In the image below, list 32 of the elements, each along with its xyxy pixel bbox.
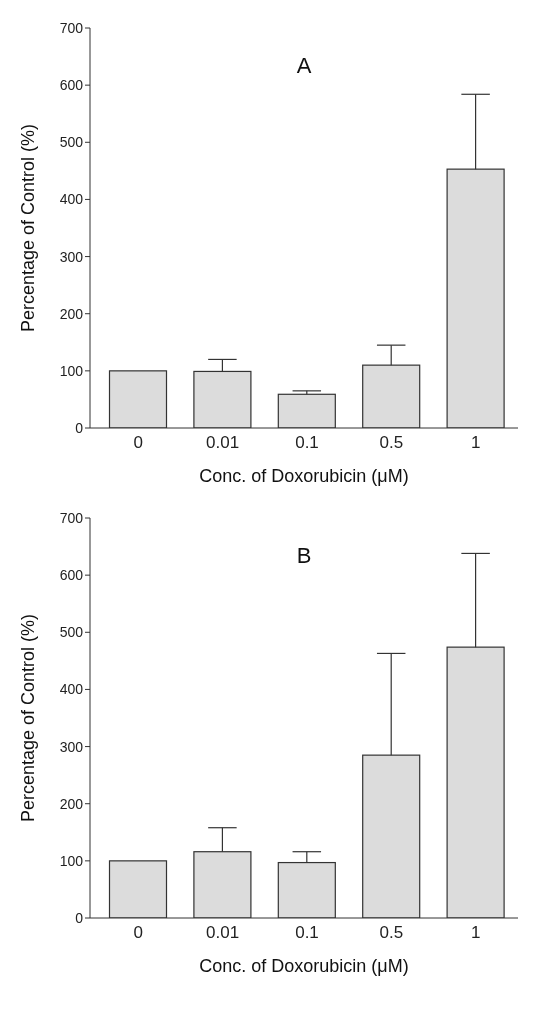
- y-tick-label: 300: [59, 738, 84, 755]
- text: A: [295, 53, 313, 79]
- x-tick-label: 0.1: [295, 923, 319, 943]
- y-tick-label: 500: [59, 624, 84, 641]
- y-tick-label: 400: [59, 681, 84, 698]
- text: B: [295, 543, 313, 569]
- y-tick-label: 200: [59, 305, 84, 322]
- x-tick-label: 0.1: [295, 433, 319, 453]
- x-axis-title: Conc. of Doxorubicin (μM): [199, 466, 409, 486]
- y-tick-label: 600: [59, 77, 84, 94]
- y-tick-label: 0: [75, 419, 84, 436]
- y-tick-label: 500: [59, 134, 84, 151]
- y-tick-label: 400: [59, 191, 84, 208]
- y-tick-label: 700: [59, 509, 84, 526]
- x-tick-label: 0: [133, 433, 143, 453]
- y-tick-label: 100: [59, 852, 84, 869]
- y-axis-title: Percentage of Control (%): [18, 123, 39, 333]
- x-axis-title: Conc. of Doxorubicin (μM): [199, 956, 409, 976]
- x-tick-label: 0: [133, 923, 143, 943]
- y-tick-label: 300: [59, 248, 84, 265]
- y-tick-label: 200: [59, 795, 84, 812]
- x-tick-label: 0.5: [379, 433, 404, 453]
- x-tick-label: 0.01: [206, 923, 240, 943]
- y-tick-label: 0: [75, 909, 84, 926]
- x-tick-label: 0.5: [379, 923, 404, 943]
- y-tick-label: 600: [59, 567, 84, 584]
- x-tick-label: 0.01: [206, 433, 240, 453]
- x-tick-label: 1: [471, 433, 481, 453]
- x-tick-label: 1: [471, 923, 481, 943]
- y-axis-title: Percentage of Control (%): [18, 613, 39, 823]
- y-tick-label: 100: [59, 362, 84, 379]
- y-tick-label: 700: [59, 19, 84, 36]
